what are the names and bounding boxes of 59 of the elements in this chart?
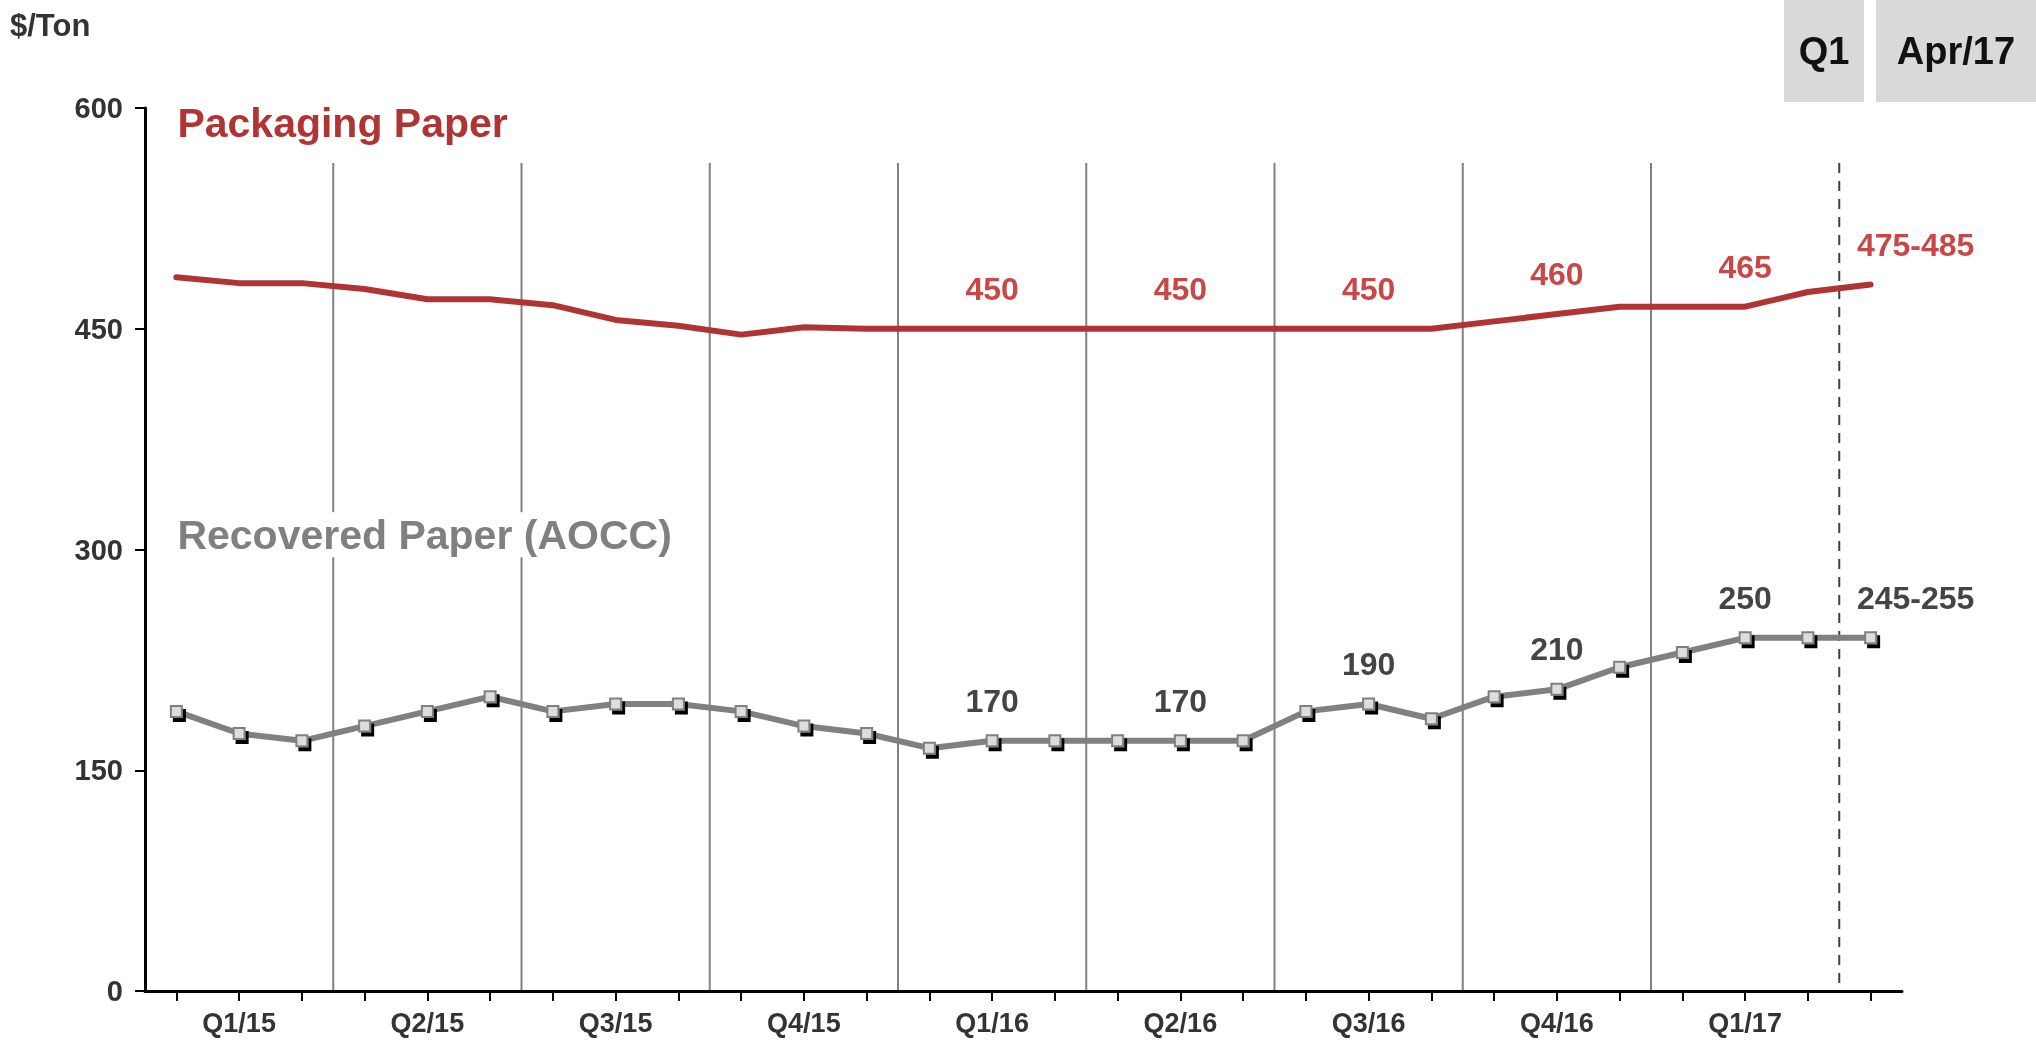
annotation: 450 <box>1341 270 1396 307</box>
annotation: 465 <box>1718 248 1772 285</box>
point <box>671 697 685 711</box>
x-tick-label: Q1/15 <box>202 1007 276 1038</box>
x-tick-label: Q4/15 <box>767 1007 841 1038</box>
annotation: 450 <box>965 270 1019 307</box>
y-tick-label: 450 <box>74 312 123 345</box>
annotation: 170 <box>965 682 1019 719</box>
annotation: 450 <box>1153 270 1208 307</box>
point <box>734 704 748 718</box>
y-tick-label: 0 <box>106 975 123 1007</box>
point <box>1738 631 1752 645</box>
point <box>797 719 811 733</box>
point <box>1487 690 1501 704</box>
annotation: 460 <box>1530 256 1584 293</box>
x-tick-label: Q1/17 <box>1708 1007 1782 1038</box>
x-tick-label: Q3/16 <box>1331 1007 1406 1038</box>
point <box>169 704 183 718</box>
point <box>358 719 372 733</box>
point <box>1236 734 1250 748</box>
x-tick-label: Q4/16 <box>1520 1007 1594 1038</box>
y-tick-label: 300 <box>74 533 123 566</box>
point <box>483 690 497 704</box>
point <box>1675 646 1689 660</box>
text: Apr/17 <box>1896 30 2016 72</box>
point <box>295 734 309 748</box>
point <box>1111 734 1125 748</box>
point <box>546 704 560 718</box>
y-tick-label: 150 <box>74 754 123 787</box>
annotation: 210 <box>1530 631 1584 668</box>
point <box>609 697 623 711</box>
point <box>1048 734 1062 748</box>
text: Recovered Paper (AOCC) <box>177 511 672 558</box>
annotation: 170 <box>1153 682 1208 719</box>
annotation: 250 <box>1718 579 1772 616</box>
point <box>232 726 246 740</box>
annotation: 190 <box>1341 646 1396 683</box>
point <box>1362 697 1376 711</box>
annotation: 245-255 <box>1856 579 1975 616</box>
point <box>420 704 434 718</box>
point <box>1299 704 1313 718</box>
point <box>860 726 874 740</box>
x-tick-label: Q2/16 <box>1143 1007 1218 1038</box>
text: Packaging Paper <box>177 99 508 146</box>
point <box>1550 682 1564 696</box>
point <box>922 741 936 755</box>
x-tick-label: Q2/15 <box>390 1007 465 1038</box>
text: Q1 <box>1798 30 1850 72</box>
point <box>1173 734 1187 748</box>
point <box>1613 660 1627 674</box>
point <box>985 734 999 748</box>
y-tick-label: 600 <box>74 92 123 124</box>
x-tick-label: Q1/16 <box>955 1007 1029 1038</box>
y-axis-title: $/Ton <box>10 8 91 43</box>
annotation: 475-485 <box>1856 226 1975 263</box>
point <box>1864 631 1878 645</box>
point <box>1424 712 1438 726</box>
point <box>1801 631 1815 645</box>
x-tick-label: Q3/15 <box>578 1007 653 1038</box>
